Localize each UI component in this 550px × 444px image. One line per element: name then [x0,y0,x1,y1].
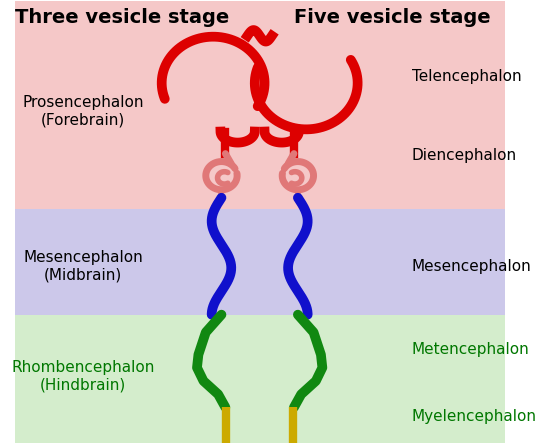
Text: Rhombencephalon
(Hindbrain): Rhombencephalon (Hindbrain) [12,360,155,392]
Text: Five vesicle stage: Five vesicle stage [294,8,490,27]
Bar [15,209,504,315]
Text: Telencephalon: Telencephalon [411,69,521,84]
Text: Metencephalon: Metencephalon [411,342,529,357]
Text: Mesencephalon: Mesencephalon [411,258,531,274]
Bar [15,315,504,443]
Text: Myelencephalon: Myelencephalon [411,408,537,424]
Text: Prosencephalon
(Forebrain): Prosencephalon (Forebrain) [23,95,144,128]
Text: Diencephalon: Diencephalon [411,148,516,163]
Bar [15,1,504,209]
Text: Three vesicle stage: Three vesicle stage [15,8,230,27]
Text: Mesencephalon
(Midbrain): Mesencephalon (Midbrain) [24,250,143,282]
